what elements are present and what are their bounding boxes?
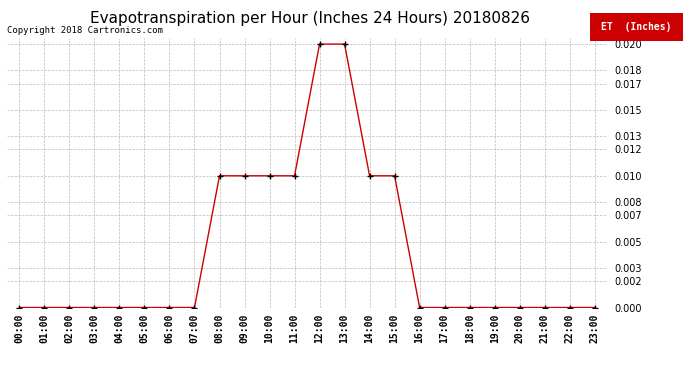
Text: Copyright 2018 Cartronics.com: Copyright 2018 Cartronics.com [7,26,163,35]
Text: Evapotranspiration per Hour (Inches 24 Hours) 20180826: Evapotranspiration per Hour (Inches 24 H… [90,11,531,26]
Text: ET  (Inches): ET (Inches) [601,22,672,32]
